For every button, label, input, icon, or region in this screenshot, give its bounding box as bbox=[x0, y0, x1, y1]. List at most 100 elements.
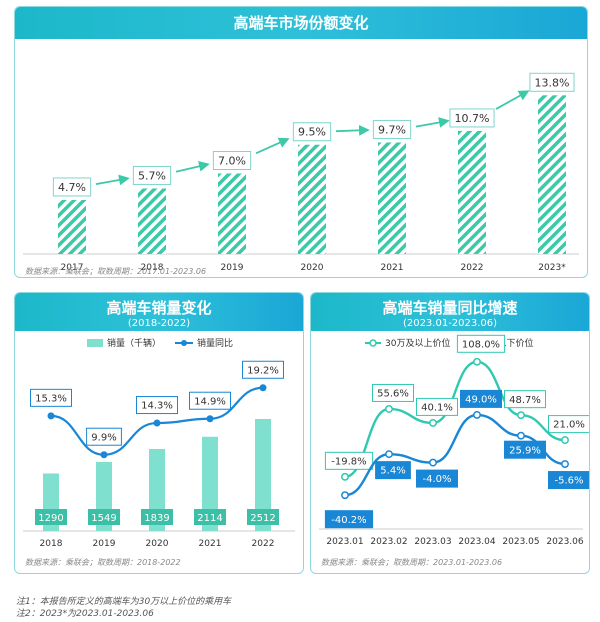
yoy-high-label-box bbox=[456, 334, 506, 353]
yoy-high-label-box bbox=[504, 390, 546, 409]
yoy-low-label-box bbox=[548, 471, 589, 490]
sales-bar-label: 2512 bbox=[250, 513, 275, 524]
share-trend-arrow bbox=[415, 117, 450, 128]
legend-high-dot bbox=[369, 339, 377, 347]
yoy-high-point bbox=[561, 436, 569, 445]
yoy-header: 高端车销量同比增速 (2023.01-2023.06) bbox=[311, 293, 589, 331]
yoy-category-label: 2023.06 bbox=[546, 537, 583, 547]
yoy-low-label: 49.0% bbox=[465, 395, 497, 406]
yoy-high-label: 48.7% bbox=[509, 395, 541, 406]
yoy-high-point bbox=[473, 357, 481, 366]
sales-category-label: 2021 bbox=[199, 539, 222, 549]
share-bar bbox=[458, 130, 486, 254]
share-header: 高端车市场份额变化 bbox=[15, 7, 587, 39]
sales-category-label: 2022 bbox=[252, 539, 275, 549]
sales-panel: 高端车销量变化 (2018-2022) 销量（千辆） 销量同比 1290 2018 15… bbox=[14, 292, 304, 574]
yoy-category-label: 2023.02 bbox=[370, 537, 407, 547]
share-trend-arrow bbox=[495, 90, 530, 110]
share-value-label: 5.7% bbox=[138, 169, 166, 182]
yoy-high-point bbox=[341, 472, 349, 481]
share-bar bbox=[298, 144, 326, 254]
sales-yoy-point bbox=[100, 451, 108, 459]
yoy-high-label: -19.8% bbox=[331, 456, 366, 467]
share-value-label-box bbox=[449, 108, 495, 128]
sales-header: 高端车销量变化 (2018-2022) bbox=[15, 293, 303, 331]
yoy-category-label: 2023.04 bbox=[458, 537, 495, 547]
share-value-label: 9.7% bbox=[378, 123, 406, 136]
sales-yoy-label-box bbox=[189, 391, 231, 410]
yoy-low-point bbox=[517, 431, 525, 440]
share-value-label: 4.7% bbox=[58, 181, 86, 194]
share-category-label: 2019 bbox=[221, 263, 244, 273]
share-category-label: 2021 bbox=[381, 263, 404, 273]
sales-yoy-label: 14.9% bbox=[194, 396, 226, 407]
share-category-label: 2017 bbox=[61, 263, 84, 273]
sales-category-label: 2019 bbox=[93, 539, 116, 549]
yoy-category-label: 2023.05 bbox=[502, 537, 539, 547]
sales-bar bbox=[255, 419, 271, 531]
yoy-low-point bbox=[385, 450, 393, 459]
share-category-label: 2023* bbox=[538, 263, 566, 273]
yoy-low-label: -4.0% bbox=[422, 474, 451, 485]
sales-bar bbox=[202, 436, 218, 531]
sales-yoy-label: 19.2% bbox=[247, 365, 279, 376]
share-value-label-box bbox=[292, 122, 332, 142]
share-trend-arrow bbox=[175, 161, 210, 173]
legend-bar-swatch bbox=[87, 339, 103, 347]
share-trend-arrow bbox=[255, 137, 290, 155]
sales-title: 高端车销量变化 bbox=[106, 299, 212, 317]
share-bar bbox=[218, 173, 246, 254]
sales-category-label: 2018 bbox=[40, 539, 63, 549]
yoy-low-point bbox=[473, 410, 481, 419]
yoy-high-label-box bbox=[372, 383, 414, 402]
share-bar bbox=[58, 199, 86, 254]
yoy-source: 数据来源：乘联会；取数周期：2023.01-2023.06 bbox=[321, 558, 503, 567]
sales-bar-label: 1290 bbox=[38, 513, 63, 524]
sales-yoy-point bbox=[259, 384, 267, 392]
share-category-label: 2018 bbox=[141, 263, 164, 273]
sales-yoy-point bbox=[47, 412, 55, 420]
share-source: 数据来源：乘联会；取数周期：2017.01-2023.06 bbox=[25, 267, 207, 276]
share-panel: 高端车市场份额变化 4.7% 2017 5.7% 2018 7.0% 2019 9.5% 20… bbox=[14, 6, 588, 278]
yoy-low-point bbox=[341, 491, 349, 500]
yoy-low-label-box bbox=[504, 440, 546, 459]
share-bar bbox=[378, 142, 406, 254]
sales-bar-label: 2114 bbox=[197, 513, 222, 524]
yoy-low-label: -5.6% bbox=[554, 476, 583, 487]
yoy-high-label-box bbox=[416, 397, 458, 416]
share-value-label: 10.7% bbox=[455, 112, 490, 125]
share-trend-arrow bbox=[95, 174, 130, 186]
share-value-label: 9.5% bbox=[298, 126, 326, 139]
legend-line-label: 销量同比 bbox=[197, 337, 233, 349]
share-title: 高端车市场份额变化 bbox=[233, 14, 369, 32]
yoy-high-label: 21.0% bbox=[553, 420, 585, 431]
share-category-label: 2020 bbox=[301, 263, 324, 273]
sales-bar-label: 1839 bbox=[144, 513, 169, 524]
sales-source: 数据来源：乘联会；取数周期：2018-2022 bbox=[25, 558, 181, 567]
share-category-label: 2022 bbox=[461, 263, 484, 273]
yoy-subtitle: (2023.01-2023.06) bbox=[402, 318, 498, 329]
sales-bar-label-box bbox=[194, 509, 226, 525]
sales-bar-label-box bbox=[35, 509, 67, 525]
yoy-high-point bbox=[429, 418, 437, 427]
share-bar bbox=[138, 188, 166, 254]
share-chart: 4.7% 2017 5.7% 2018 7.0% 2019 9.5% 2020 9.7% 2021… bbox=[23, 72, 579, 273]
yoy-category-label: 2023.03 bbox=[414, 537, 451, 547]
share-value-label: 13.8% bbox=[535, 76, 570, 89]
share-bar bbox=[538, 95, 566, 254]
yoy-low-label-box bbox=[460, 389, 502, 408]
yoy-low-label-box bbox=[324, 510, 374, 529]
note-2: 注2：2023*为2023.01-2023.06 bbox=[16, 609, 154, 619]
yoy-high-label: 40.1% bbox=[421, 403, 453, 414]
sales-bar-label: 1549 bbox=[91, 513, 116, 524]
sales-yoy-point bbox=[206, 415, 214, 423]
footnotes: 注1：本报告所定义的高端车为30万以上价位的乘用车 注2：2023*为2023.… bbox=[16, 596, 231, 620]
sales-bar-label-box bbox=[141, 509, 173, 525]
share-value-label-box bbox=[529, 72, 575, 92]
sales-yoy-label-box bbox=[136, 396, 178, 415]
yoy-high-label: 55.6% bbox=[377, 389, 409, 400]
yoy-low-label: 25.9% bbox=[509, 445, 541, 456]
legend-high-label: 30万及以上价位 bbox=[385, 337, 450, 349]
sales-yoy-label-box bbox=[30, 388, 72, 407]
